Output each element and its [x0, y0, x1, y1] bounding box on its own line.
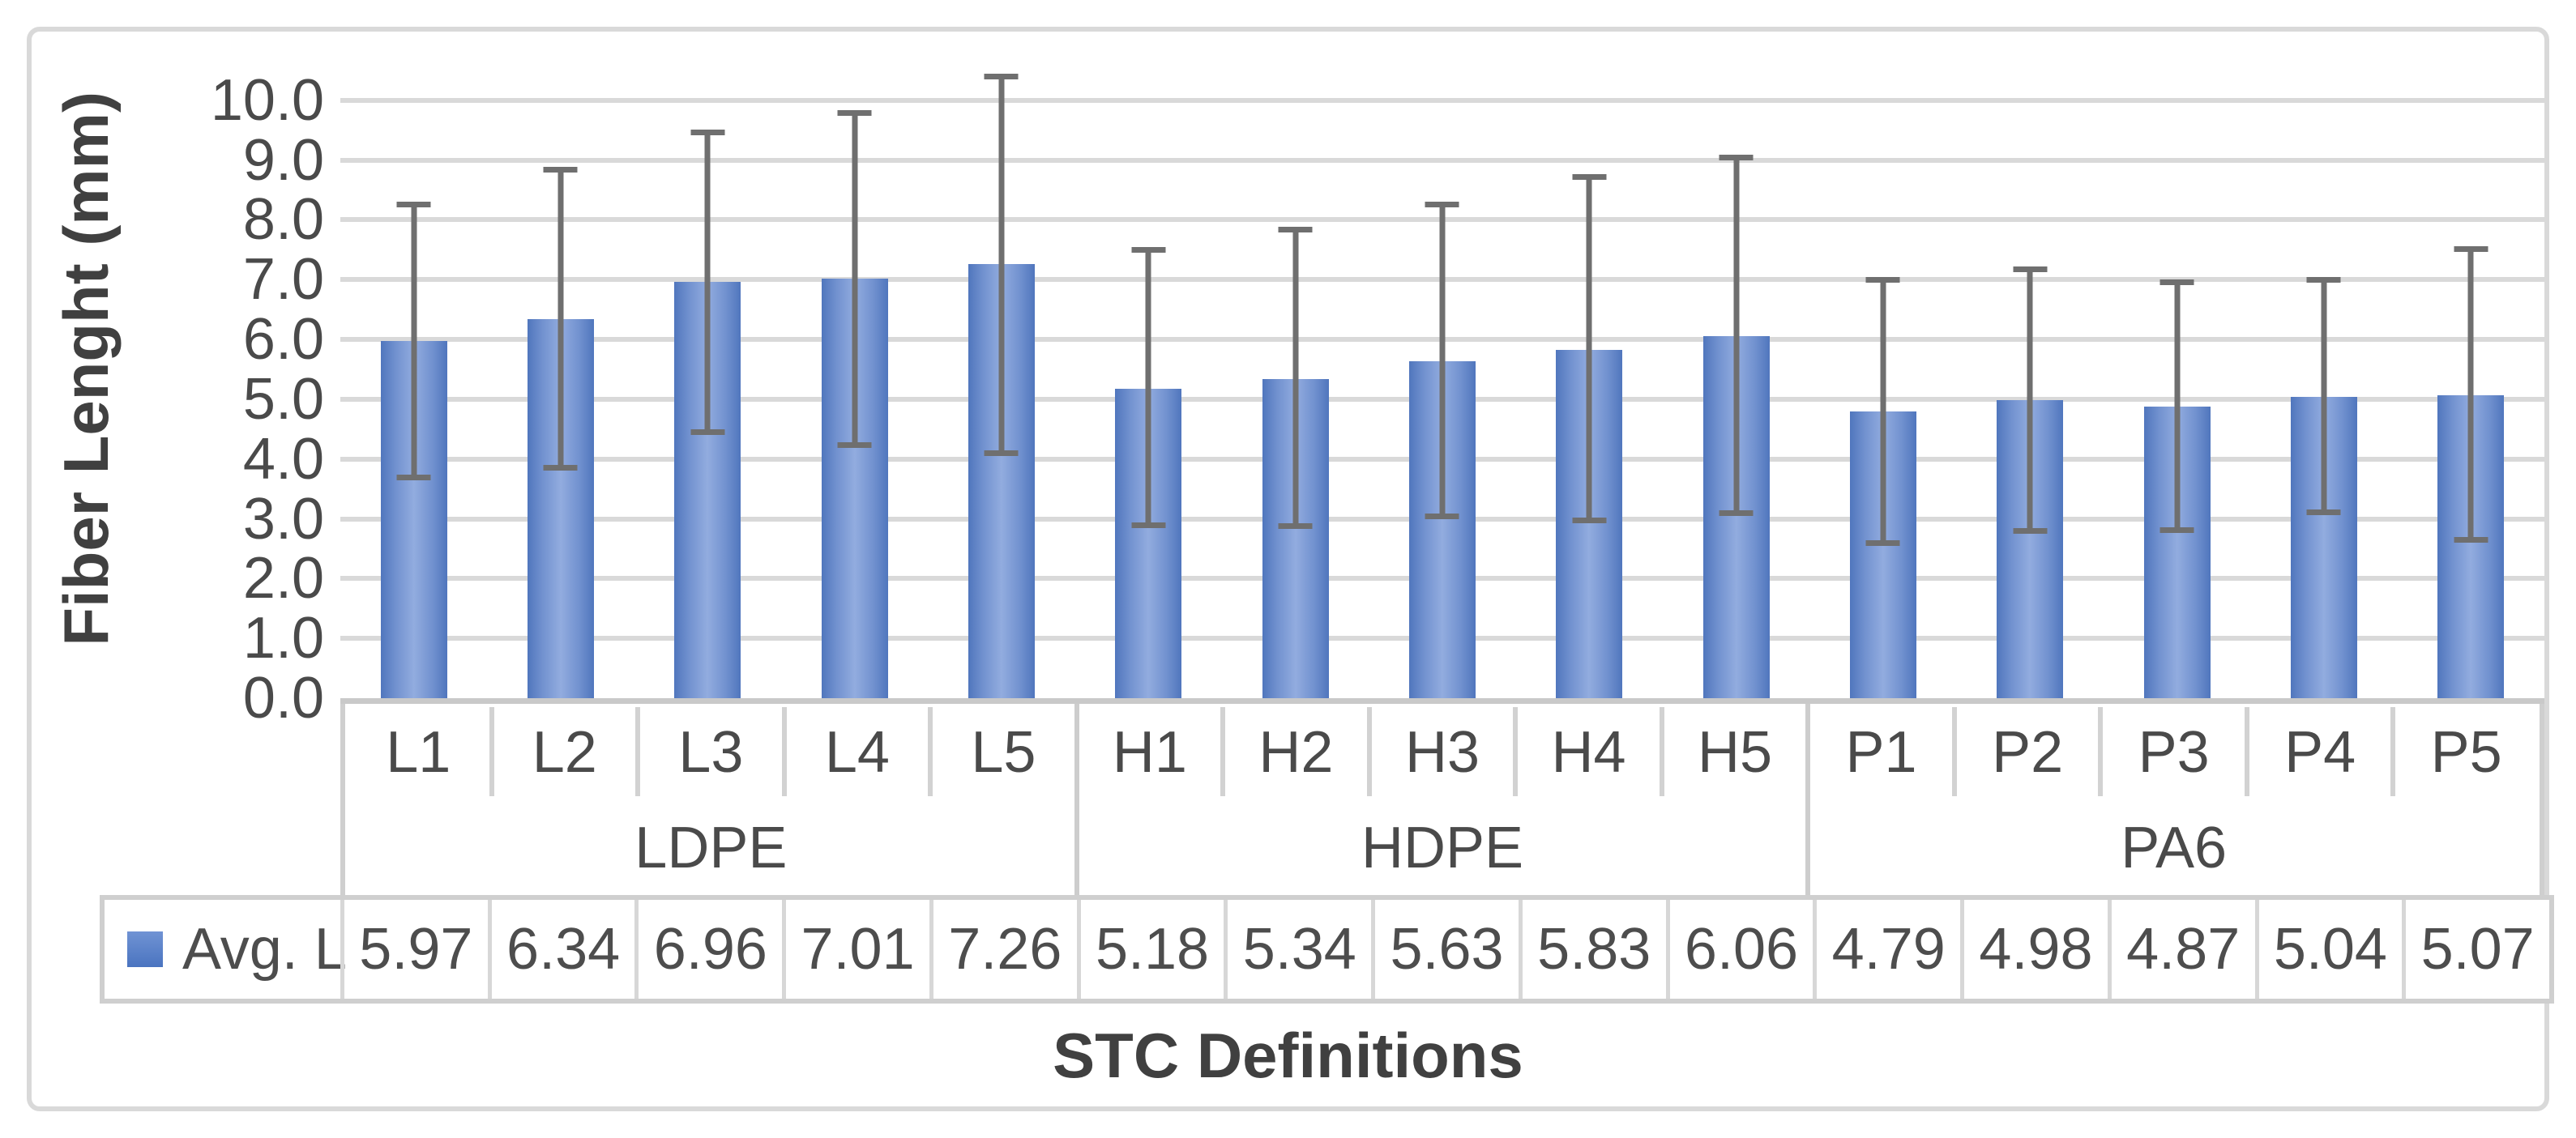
- error-bar-P4: [2321, 276, 2327, 516]
- y-tick-label: 3.0: [242, 486, 324, 552]
- y-tick-label: 1.0: [242, 606, 324, 671]
- gridline: [340, 97, 2544, 103]
- error-bar-H4: [1586, 173, 1592, 524]
- category-label-P3: P3: [2100, 704, 2249, 801]
- category-label-L3: L3: [638, 704, 787, 801]
- x-axis-rows: L1 L2 L3 L4 L5 H1 H2 H3 H4 H5 P1 P2 P3 P4 P5 LDPE HDPE P…: [340, 704, 2544, 895]
- category-label-P5: P5: [2430, 720, 2502, 785]
- x-axis-title: STC Definitions: [1053, 1020, 1523, 1091]
- error-bar-H1: [1145, 247, 1151, 528]
- bar-slot-P5: [2398, 36, 2544, 698]
- group-divider: [1805, 704, 1811, 895]
- y-tick-label: 8.0: [242, 187, 324, 253]
- table-value-H1: 5.18: [1076, 900, 1224, 999]
- y-tick-label: 2.0: [242, 546, 324, 612]
- table-value-P1: 4.79: [1813, 900, 1960, 999]
- y-tick-label: 9.0: [242, 127, 324, 193]
- data-table: Avg. L 5.97 6.34 6.96 7.01 7.26 5.18 5.34 5.63 5…: [100, 895, 2554, 1004]
- table-value-P3: 4.87: [2107, 900, 2255, 999]
- table-value-L5: 7.26: [929, 900, 1077, 999]
- table-value-P4: 5.04: [2254, 900, 2403, 999]
- bar-slot-H4: [1516, 36, 1663, 698]
- group-label-PA6: PA6: [2121, 816, 2228, 880]
- category-label-L2: L2: [492, 704, 640, 801]
- y-tick-label: 10.0: [210, 67, 324, 133]
- category-label-P4: P4: [2247, 704, 2395, 801]
- bar-slot-P2: [1957, 36, 2104, 698]
- error-bar-P3: [2174, 279, 2181, 534]
- table-value-P5: 5.07: [2402, 900, 2549, 999]
- plot-area: [340, 36, 2544, 704]
- table-value-H2: 5.34: [1224, 900, 1371, 999]
- category-label-P2: P2: [1954, 704, 2103, 801]
- y-tick-label: 0.0: [242, 666, 324, 731]
- bar-slot-H1: [1075, 36, 1222, 698]
- bar-slot-L4: [781, 36, 928, 698]
- bar-slots: [340, 36, 2544, 698]
- error-bar-L2: [557, 167, 564, 471]
- bar-slot-P3: [2104, 36, 2250, 698]
- category-label-H1: H1: [1077, 704, 1225, 801]
- group-label-HDPE: HDPE: [1361, 816, 1524, 880]
- bar-slot-P1: [1809, 36, 1956, 698]
- category-label-L1: L1: [345, 704, 494, 801]
- gridline: [340, 157, 2544, 163]
- error-bar-L1: [411, 202, 417, 480]
- category-label-H2: H2: [1223, 704, 1372, 801]
- bar-slot-P4: [2250, 36, 2397, 698]
- legend-label: Avg. L: [182, 917, 347, 982]
- y-tick-label: 4.0: [242, 426, 324, 492]
- bar-slot-L5: [928, 36, 1074, 698]
- legend-cell: Avg. L: [105, 900, 347, 999]
- bar-slot-H5: [1663, 36, 1809, 698]
- error-bar-L3: [704, 129, 711, 436]
- table-value-L2: 6.34: [487, 900, 635, 999]
- y-tick-label: 5.0: [242, 366, 324, 432]
- category-label-L4: L4: [784, 704, 933, 801]
- category-label-P1: P1: [1808, 704, 1957, 801]
- error-bar-L5: [998, 73, 1005, 457]
- group-label-row: LDPE HDPE PA6: [345, 801, 2540, 895]
- error-bar-H5: [1733, 154, 1740, 516]
- table-value-L3: 6.96: [634, 900, 782, 999]
- table-value-H3: 5.63: [1371, 900, 1519, 999]
- category-label-H5: H5: [1698, 720, 1773, 785]
- table-value-L4: 7.01: [782, 900, 929, 999]
- error-bar-P2: [2027, 266, 2033, 534]
- error-bar-P1: [1880, 276, 1886, 547]
- y-tick-label: 6.0: [242, 307, 324, 373]
- y-axis-tick-labels: 10.0 9.0 8.0 7.0 6.0 5.0 4.0 3.0 2.0 1.0 0.0: [49, 36, 324, 727]
- legend-color-swatch: [127, 931, 163, 967]
- error-bar-H3: [1439, 202, 1446, 520]
- table-value-L1: 5.97: [340, 900, 488, 999]
- category-label-H4: H4: [1515, 704, 1664, 801]
- bar-slot-L1: [340, 36, 487, 698]
- category-label-row: L1 L2 L3 L4 L5 H1 H2 H3 H4 H5 P1 P2 P3 P4 P5: [345, 704, 2540, 801]
- group-label-LDPE: LDPE: [634, 816, 788, 880]
- table-value-H4: 5.83: [1518, 900, 1666, 999]
- table-value-H5: 6.06: [1665, 900, 1813, 999]
- bar-slot-L3: [634, 36, 781, 698]
- category-label-H3: H3: [1369, 704, 1518, 801]
- group-divider: [1074, 704, 1079, 895]
- category-label-L5: L5: [971, 720, 1036, 785]
- bar-slot-H3: [1369, 36, 1515, 698]
- y-tick-label: 7.0: [242, 247, 324, 313]
- error-bar-L4: [852, 110, 858, 449]
- error-bar-H2: [1292, 227, 1299, 530]
- error-bar-P5: [2467, 245, 2474, 543]
- bar-slot-L2: [487, 36, 634, 698]
- table-value-P2: 4.98: [1960, 900, 2108, 999]
- bar-slot-H2: [1222, 36, 1369, 698]
